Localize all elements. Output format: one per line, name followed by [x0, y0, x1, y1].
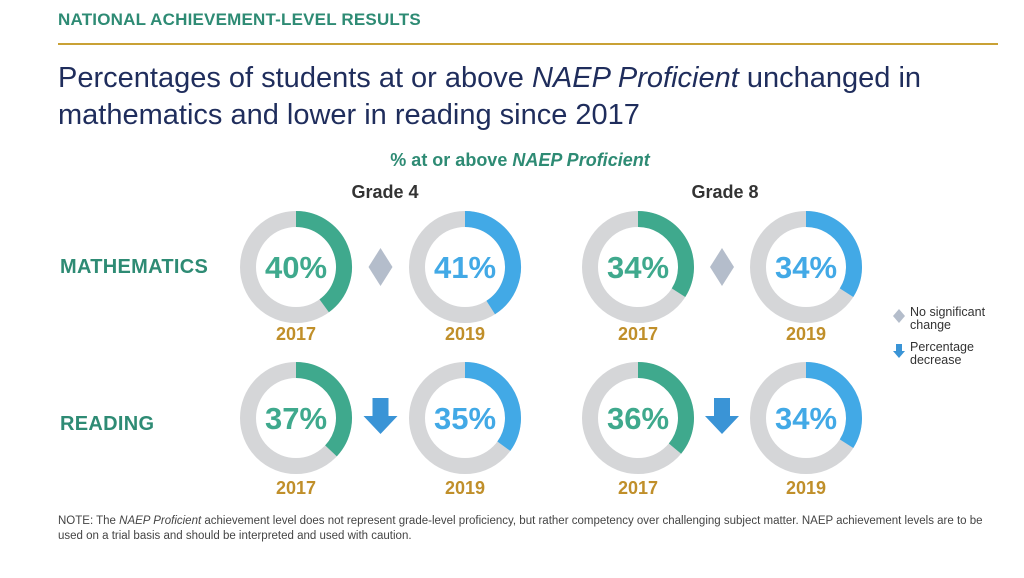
donut-reading-grade4-2019-value: 35%: [434, 401, 496, 436]
section-title: NATIONAL ACHIEVEMENT-LEVEL RESULTS: [58, 10, 421, 29]
diamond-icon: [893, 309, 905, 323]
change-arrow-reading-grade8: [705, 398, 739, 434]
year-mathematics-grade4-2017: 2017: [276, 324, 316, 344]
chart-title-prefix: % at or above: [390, 150, 513, 170]
donut-mathematics-grade8-2019-value: 34%: [775, 250, 837, 285]
down-arrow-icon: [893, 344, 905, 358]
headline: Percentages of students at or above NAEP…: [58, 60, 988, 134]
headline-text-1: Percentages of students at or above: [58, 62, 532, 94]
donut-mathematics-grade4-2019-arc: [464, 211, 521, 315]
donut-mathematics-grade4-2017-arc: [295, 211, 352, 313]
donut-mathematics-grade8-2017-arc: [637, 211, 694, 297]
donut-mathematics-grade4-2017-value: 40%: [265, 250, 327, 285]
grade-label-4: Grade 4: [351, 182, 419, 202]
legend-no-change-label: No significant change: [910, 305, 986, 332]
donut-reading-grade4-2017-arc: [295, 362, 352, 457]
footnote: NOTE: The NAEP Proficient achievement le…: [58, 514, 998, 544]
legend-decrease: Percentage decrease: [892, 341, 1010, 367]
donut-reading-grade8-2017-value: 36%: [607, 401, 669, 436]
year-reading-grade4-2019: 2019: [445, 478, 485, 498]
year-mathematics-grade8-2019: 2019: [786, 324, 826, 344]
donut-mathematics-grade8-2017-value: 34%: [607, 250, 669, 285]
donut-reading-grade8-2019-value: 34%: [775, 401, 837, 436]
note-prefix: NOTE: The: [58, 515, 120, 527]
chart-title: % at or above NAEP Proficient: [340, 150, 700, 171]
year-reading-grade8-2019: 2019: [786, 478, 826, 498]
chart-title-emphasis: NAEP Proficient: [512, 150, 650, 170]
change-diamond-mathematics-grade8: [710, 248, 734, 286]
year-reading-grade4-2017: 2017: [276, 478, 316, 498]
donut-reading-grade4-2019-arc: [464, 362, 521, 451]
divider: [58, 43, 998, 45]
donut-reading-grade8-2017-arc: [637, 362, 694, 454]
note-emphasis: NAEP Proficient: [119, 515, 202, 527]
note-rest: achievement level does not represent gra…: [58, 515, 983, 542]
year-mathematics-grade8-2017: 2017: [618, 324, 658, 344]
donut-reading-grade4-2017-value: 37%: [265, 401, 327, 436]
donut-mathematics-grade8-2019-arc: [805, 211, 862, 297]
donut-reading-grade8-2019-arc: [805, 362, 862, 448]
donut-mathematics-grade4-2019-value: 41%: [434, 250, 496, 285]
row-label-reading: READING: [60, 413, 155, 435]
change-arrow-reading-grade4: [363, 398, 398, 434]
change-diamond-mathematics-grade4: [368, 248, 393, 286]
legend-no-change: No significant change: [892, 306, 1010, 332]
legend-decrease-label: Percentage decrease: [910, 340, 974, 367]
row-label-mathematics: MATHEMATICS: [60, 256, 209, 278]
headline-text-2: unchanged in mathematics and lower in re…: [58, 62, 922, 131]
grade-label-8: Grade 8: [691, 182, 759, 202]
headline-emphasis: NAEP Proficient: [531, 62, 739, 94]
year-reading-grade8-2017: 2017: [618, 478, 658, 498]
year-mathematics-grade4-2019: 2019: [445, 324, 485, 344]
